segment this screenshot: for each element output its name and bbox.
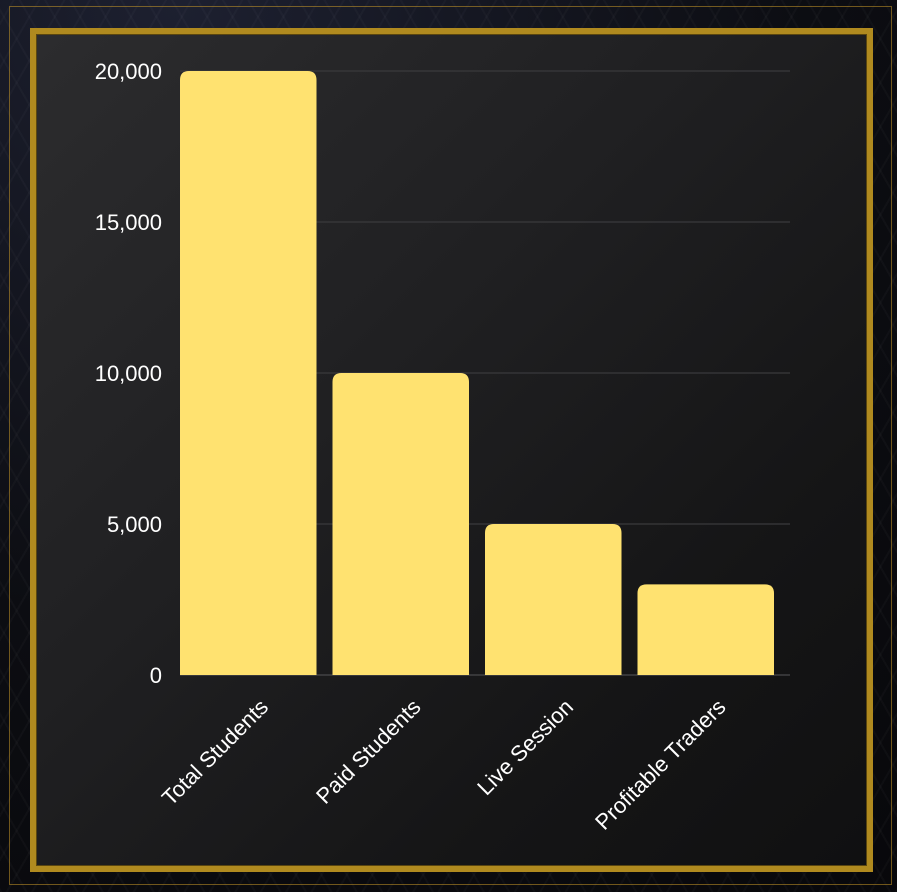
bar-total-students (180, 71, 317, 675)
y-tick-label: 10,000 (95, 361, 162, 386)
chart-panel (30, 28, 873, 872)
bars (180, 71, 774, 675)
x-category-label: Live Session (472, 694, 578, 800)
y-tick-label: 20,000 (95, 59, 162, 84)
x-category-label: Profitable Traders (590, 694, 730, 834)
x-category-label: Paid Students (311, 694, 426, 809)
x-axis-labels: Total Students Paid Students Live Session P… (157, 694, 731, 834)
y-tick-label: 15,000 (95, 210, 162, 235)
x-category-label: Total Students (157, 694, 273, 810)
y-tick-label: 5,000 (107, 512, 162, 537)
y-tick-label: 0 (150, 663, 162, 688)
bar-profitable-traders (637, 584, 774, 675)
outer-frame (9, 6, 892, 885)
bar-live-session (485, 524, 622, 675)
bar-paid-students (332, 373, 469, 675)
y-axis-ticks: 0 5,000 10,000 15,000 20,000 (95, 59, 162, 688)
